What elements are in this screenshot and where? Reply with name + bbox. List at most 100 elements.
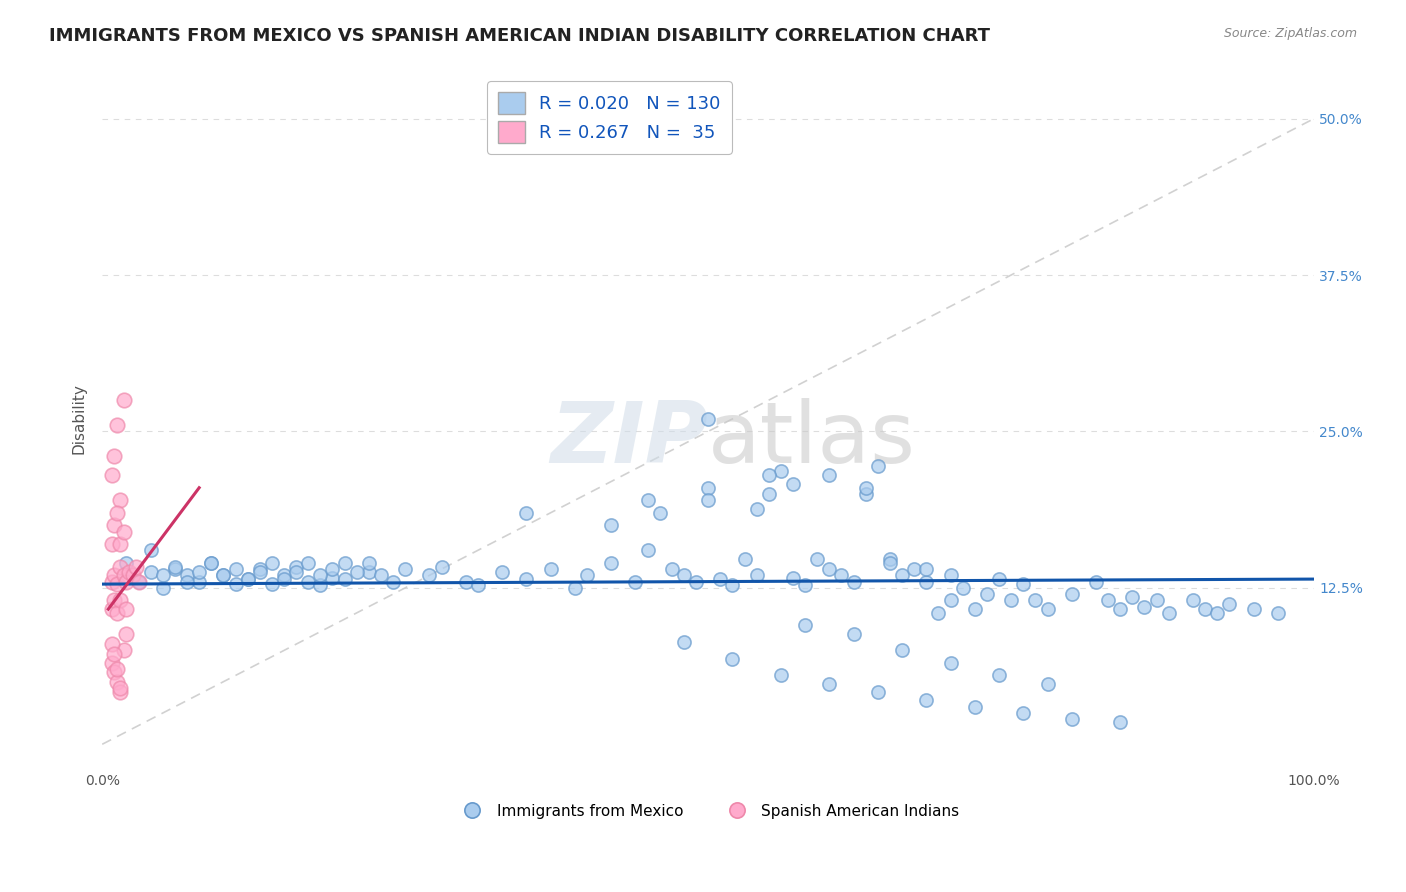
Point xyxy=(963,699,986,714)
Point xyxy=(321,571,343,585)
Point xyxy=(624,574,647,589)
Point xyxy=(842,574,865,589)
Point xyxy=(273,572,295,586)
Point xyxy=(188,565,211,579)
Point xyxy=(637,493,659,508)
Point xyxy=(1194,602,1216,616)
Point xyxy=(115,627,138,641)
Point xyxy=(101,637,124,651)
Point xyxy=(648,506,671,520)
Point xyxy=(818,562,841,576)
Point xyxy=(112,524,135,539)
Point xyxy=(1012,577,1035,591)
Point xyxy=(110,681,132,695)
Point xyxy=(121,568,143,582)
Point xyxy=(309,568,332,582)
Point xyxy=(176,568,198,582)
Point xyxy=(115,556,138,570)
Point xyxy=(101,537,124,551)
Point xyxy=(1133,599,1156,614)
Point xyxy=(139,543,162,558)
Point xyxy=(125,559,148,574)
Point xyxy=(1267,606,1289,620)
Point xyxy=(430,559,453,574)
Point xyxy=(101,468,124,483)
Point xyxy=(697,493,720,508)
Point xyxy=(200,556,222,570)
Point xyxy=(782,571,804,585)
Point xyxy=(988,572,1011,586)
Point xyxy=(105,606,128,620)
Point xyxy=(105,577,128,591)
Point xyxy=(105,662,128,676)
Point xyxy=(1109,714,1132,729)
Point xyxy=(273,568,295,582)
Point xyxy=(225,562,247,576)
Point xyxy=(1085,574,1108,589)
Point xyxy=(105,674,128,689)
Point xyxy=(236,572,259,586)
Point xyxy=(685,574,707,589)
Point xyxy=(661,562,683,576)
Point xyxy=(491,565,513,579)
Point xyxy=(321,562,343,576)
Point xyxy=(163,559,186,574)
Point xyxy=(110,537,132,551)
Point xyxy=(212,568,235,582)
Point xyxy=(333,556,356,570)
Point xyxy=(915,574,938,589)
Point xyxy=(110,593,132,607)
Point xyxy=(769,465,792,479)
Point xyxy=(103,647,125,661)
Point xyxy=(721,578,744,592)
Point xyxy=(382,574,405,589)
Point xyxy=(564,581,586,595)
Point xyxy=(866,684,889,698)
Point xyxy=(236,572,259,586)
Point xyxy=(939,656,962,670)
Text: atlas: atlas xyxy=(709,399,917,482)
Point xyxy=(939,593,962,607)
Point xyxy=(976,587,998,601)
Point xyxy=(188,574,211,589)
Point xyxy=(357,565,380,579)
Point xyxy=(260,577,283,591)
Point xyxy=(794,618,817,632)
Point xyxy=(806,552,828,566)
Point xyxy=(110,684,132,698)
Point xyxy=(163,562,186,576)
Point xyxy=(200,556,222,570)
Point xyxy=(734,552,756,566)
Point xyxy=(152,568,174,582)
Point xyxy=(285,559,308,574)
Point xyxy=(939,568,962,582)
Point xyxy=(115,574,138,589)
Point xyxy=(818,468,841,483)
Point xyxy=(112,643,135,657)
Point xyxy=(1243,602,1265,616)
Point xyxy=(745,568,768,582)
Point xyxy=(1157,606,1180,620)
Point xyxy=(1012,706,1035,720)
Point xyxy=(697,412,720,426)
Point xyxy=(128,574,150,589)
Point xyxy=(309,578,332,592)
Point xyxy=(1036,602,1059,616)
Point xyxy=(394,562,416,576)
Point xyxy=(139,565,162,579)
Point xyxy=(1181,593,1204,607)
Point xyxy=(370,568,392,582)
Point xyxy=(297,574,319,589)
Point xyxy=(103,518,125,533)
Point xyxy=(745,502,768,516)
Point xyxy=(454,574,477,589)
Point xyxy=(830,568,852,582)
Point xyxy=(357,556,380,570)
Point xyxy=(891,643,914,657)
Text: ZIP: ZIP xyxy=(551,399,709,482)
Point xyxy=(769,668,792,682)
Point xyxy=(927,606,949,620)
Point xyxy=(112,568,135,582)
Point xyxy=(115,602,138,616)
Point xyxy=(1000,593,1022,607)
